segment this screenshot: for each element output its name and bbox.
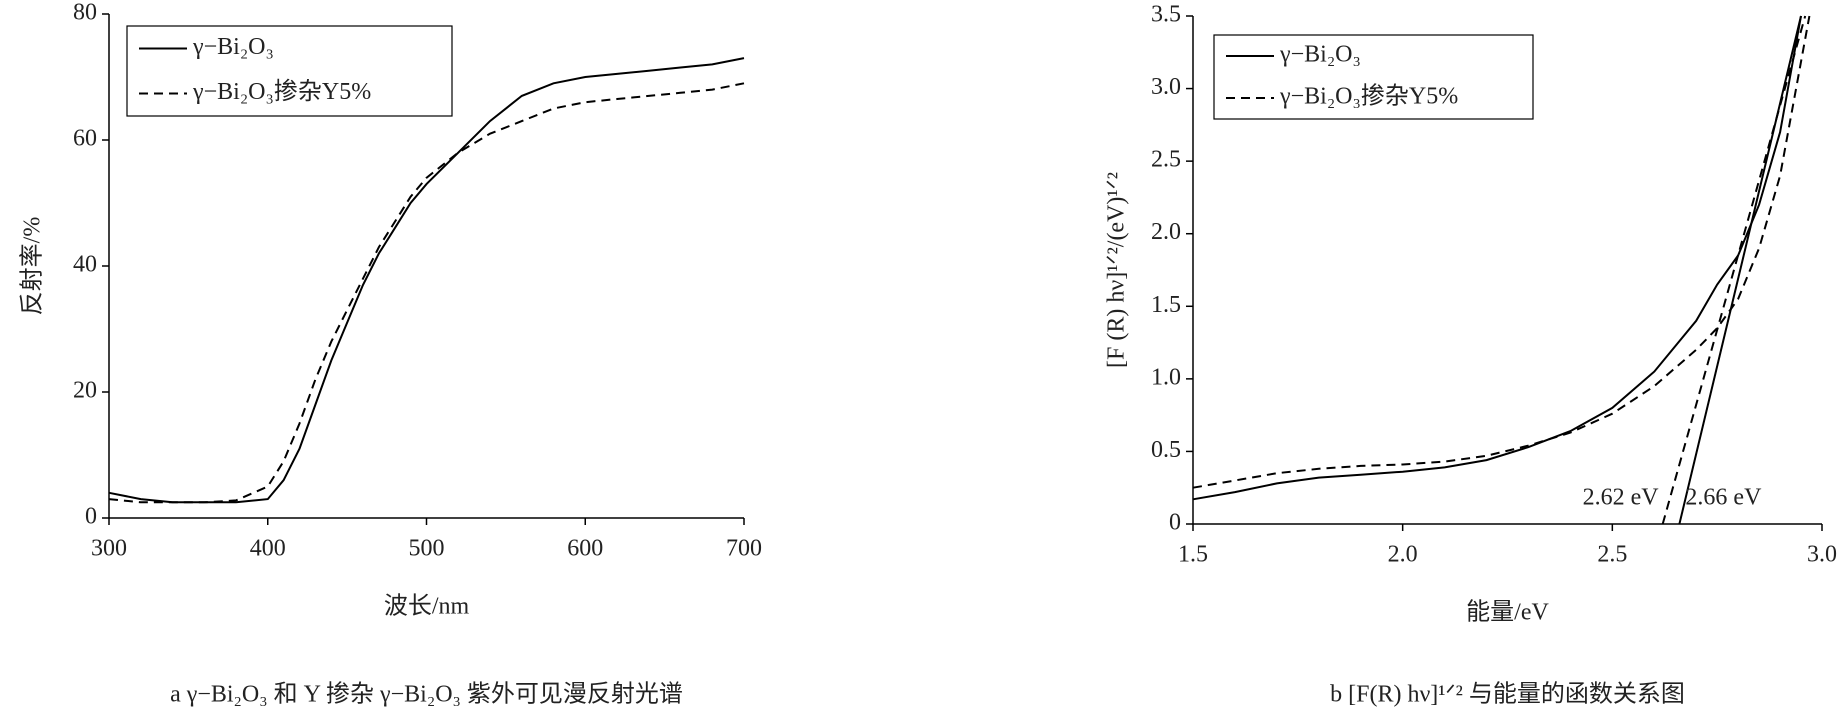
y-tick-label: 60 [73, 126, 97, 152]
caption: b [F(R) hν]¹ᐟ² 与能量的函数关系图 [1330, 681, 1685, 708]
y-tick-label: 40 [73, 252, 97, 278]
x-tick-label: 500 [409, 536, 445, 562]
y-tick-label: 2.5 [1151, 147, 1181, 173]
y-tick-label: 3.0 [1151, 74, 1181, 100]
legend-label: γ−Bi₂O₃掺杂Y5% [1279, 83, 1458, 110]
y-axis-label: [F (R) hν]¹ᐟ²/(eV)¹ᐟ² [1104, 172, 1130, 368]
legend-box [126, 25, 453, 117]
x-tick-label: 2.0 [1388, 542, 1418, 568]
annotation: 2.66 eV [1685, 485, 1762, 511]
tangent-line [1661, 15, 1807, 525]
tangent-line [1678, 15, 1802, 525]
data-line [108, 82, 745, 504]
y-axis-label: 反射率/% [19, 217, 46, 316]
y-tick-label: 2.0 [1151, 219, 1181, 245]
x-tick-label: 3.0 [1807, 542, 1837, 568]
y-tick-label: 20 [73, 378, 97, 404]
data-line [1192, 15, 1811, 489]
y-tick-label: 0.5 [1151, 437, 1181, 463]
x-axis-label: 能量/eV [1466, 599, 1549, 626]
y-tick-label: 0 [85, 504, 97, 530]
x-tick-label: 700 [726, 536, 762, 562]
x-tick-label: 1.5 [1178, 542, 1208, 568]
y-tick-label: 1.0 [1151, 364, 1181, 390]
annotation: 2.62 eV [1583, 485, 1660, 511]
x-tick-label: 600 [567, 536, 603, 562]
caption: a γ−Bi₂O₃ 和 Y 掺杂 γ−Bi₂O₃ 紫外可见漫反射光谱 [170, 681, 683, 708]
legend-label: γ−Bi₂O₃掺杂Y5% [192, 78, 371, 105]
x-tick-label: 2.5 [1597, 542, 1627, 568]
legend-label: γ−Bi₂O₃ [1279, 42, 1361, 68]
x-tick-label: 300 [91, 536, 127, 562]
data-line [108, 57, 745, 504]
legend-label: γ−Bi₂O₃ [192, 34, 274, 60]
x-tick-label: 400 [250, 536, 286, 562]
y-tick-label: 3.5 [1151, 2, 1181, 28]
y-tick-label: 0 [1169, 510, 1181, 536]
y-tick-label: 80 [73, 0, 97, 26]
y-tick-label: 1.5 [1151, 292, 1181, 318]
legend-box [1213, 34, 1534, 120]
x-axis-label: 波长/nm [384, 593, 470, 620]
